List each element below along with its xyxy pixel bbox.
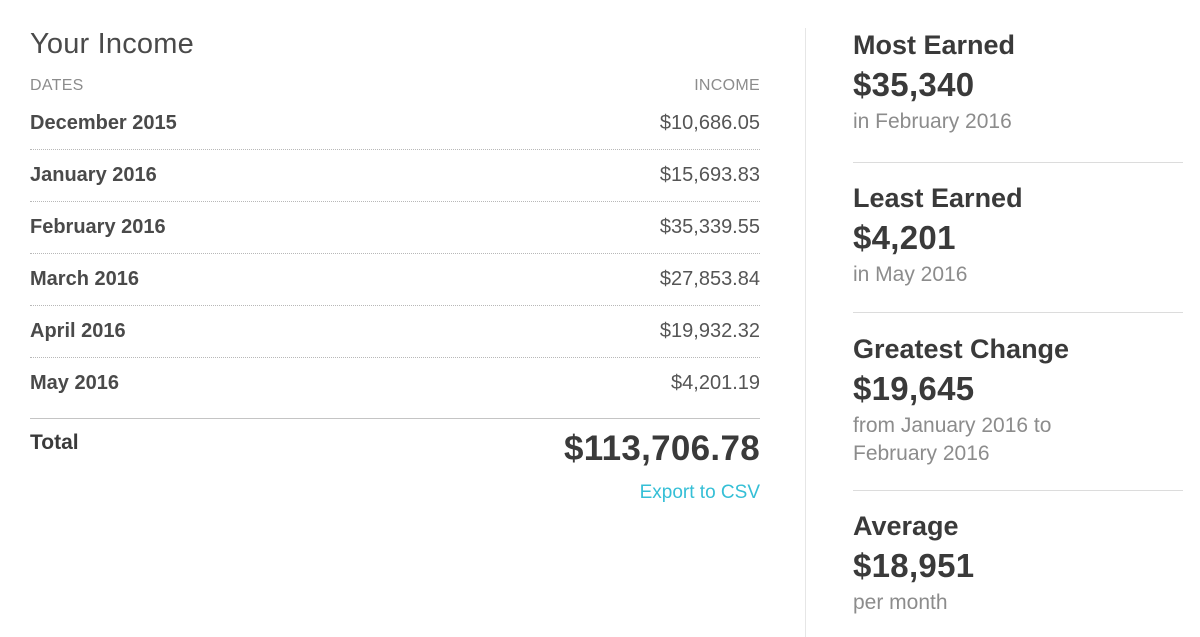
row-date: February 2016	[30, 216, 166, 238]
page-title: Your Income	[30, 28, 194, 60]
row-date: March 2016	[30, 268, 139, 290]
stat-subtitle: in February 2016	[853, 110, 1012, 133]
table-row: March 2016 $27,853.84	[30, 254, 760, 306]
stat-value: $19,645	[853, 370, 975, 407]
income-panel: Your Income DATES INCOME December 2015 $…	[30, 0, 760, 637]
row-amount: $19,932.32	[659, 320, 760, 342]
stat-title: Greatest Change	[853, 334, 1070, 364]
table-row: December 2015 $10,686.05	[30, 98, 760, 150]
total-divider	[30, 418, 760, 419]
row-amount: $27,853.84	[659, 268, 760, 290]
stat-value: $4,201	[853, 219, 956, 256]
stat-subtitle: in May 2016	[853, 263, 968, 286]
stat-divider	[853, 312, 1183, 313]
stat-subtitle-line1: from January 2016 to	[853, 414, 1052, 437]
stat-divider	[853, 162, 1183, 163]
row-date: April 2016	[30, 320, 126, 342]
table-row: February 2016 $35,339.55	[30, 202, 760, 254]
row-amount: $10,686.05	[659, 112, 760, 134]
row-date: May 2016	[30, 372, 119, 394]
stat-title: Most Earned	[853, 30, 1016, 60]
stat-title: Average	[853, 511, 959, 541]
row-amount: $35,339.55	[659, 216, 760, 238]
total-label: Total	[30, 431, 79, 454]
row-date: December 2015	[30, 112, 177, 134]
table-row: May 2016 $4,201.19	[30, 358, 760, 410]
least-earned-stat: Least Earned $4,201 in May 2016	[853, 181, 1183, 289]
stat-title: Least Earned	[853, 183, 1023, 213]
stat-subtitle: per month	[853, 591, 948, 614]
row-amount: $15,693.83	[659, 164, 760, 186]
income-table: December 2015 $10,686.05 January 2016 $1…	[30, 98, 760, 410]
greatest-change-stat: Greatest Change $19,645 from January 201…	[853, 332, 1183, 468]
stat-subtitle-line2: February 2016	[853, 442, 990, 465]
average-stat: Average $18,951 per month	[853, 509, 1183, 617]
table-row: April 2016 $19,932.32	[30, 306, 760, 358]
stat-value: $35,340	[853, 66, 975, 103]
row-amount: $4,201.19	[671, 372, 760, 394]
panel-divider	[805, 28, 806, 637]
row-date: January 2016	[30, 164, 157, 186]
stats-panel: Most Earned $35,340 in February 2016 Lea…	[853, 0, 1183, 637]
table-row: January 2016 $15,693.83	[30, 150, 760, 202]
income-column-header: INCOME	[694, 77, 760, 94]
stat-divider	[853, 490, 1183, 491]
total-value: $113,706.78	[563, 429, 760, 468]
dates-column-header: DATES	[30, 77, 84, 94]
most-earned-stat: Most Earned $35,340 in February 2016	[853, 28, 1183, 136]
export-csv-link[interactable]: Export to CSV	[639, 482, 760, 503]
stat-value: $18,951	[853, 547, 975, 584]
